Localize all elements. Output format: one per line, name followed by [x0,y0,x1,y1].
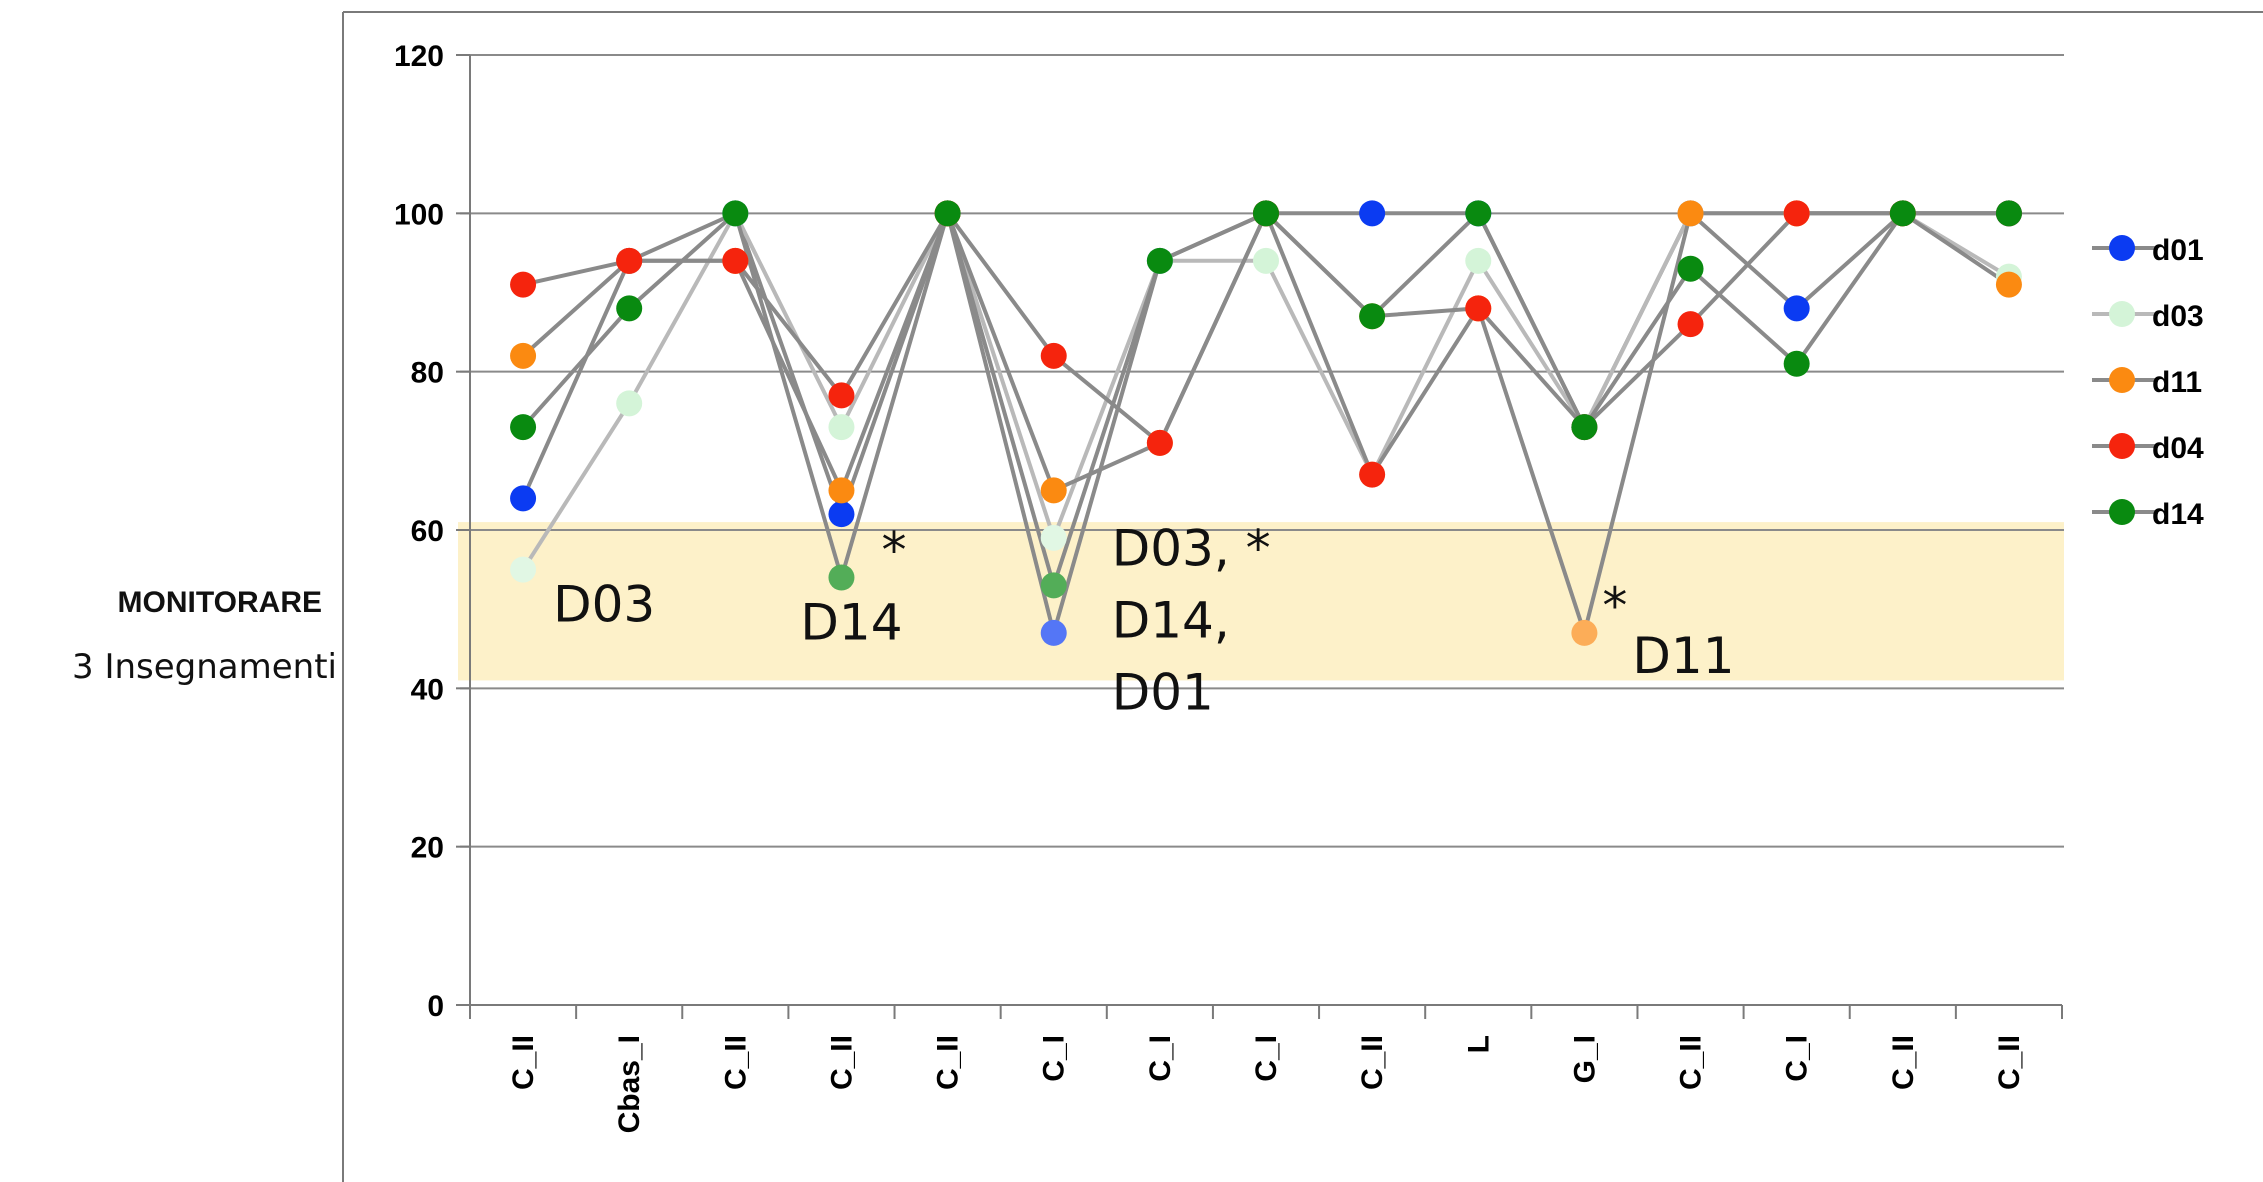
annotation-label: D11 [1632,627,1734,685]
data-point-d04 [616,247,643,274]
legend: d01 d03 d11 d04 d14 [2092,234,2204,531]
annotation-label: D14, [1112,591,1230,649]
x-tick-label: C_II [932,1035,965,1090]
y-tick-label: 120 [394,40,444,73]
highlight-band [458,522,2064,681]
x-tick-label: C_I [1144,1035,1177,1082]
data-point-d14 [1677,255,1704,282]
legend-marker-d11 [2109,367,2135,393]
x-tick-label: L [1462,1035,1495,1053]
data-point-d14 [510,414,537,441]
x-tick-label: C_II [1887,1035,1920,1090]
x-tick-label: C_II [1675,1035,1708,1090]
data-point-d14 [934,200,961,227]
data-point-d04 [1677,311,1704,338]
data-point-d11 [1677,200,1704,227]
x-tick-label: C_II [719,1035,752,1090]
data-point-d04 [1146,429,1173,456]
y-tick-label: 0 [427,990,444,1023]
data-point-d14 [1359,303,1386,330]
annotation-label: D14 [800,594,902,652]
data-point-d04 [510,271,537,298]
y-tick-label: 40 [411,673,444,706]
y-tick-label: 60 [411,515,444,548]
data-point-d03 [1253,247,1279,274]
legend-marker-d14 [2109,499,2135,525]
highlight-band-layer [458,522,2064,681]
x-tick-label: C_II [507,1035,540,1090]
legend-label-d01: d01 [2152,234,2204,267]
y-tick-label: 80 [411,357,444,390]
data-point-d11 [1571,619,1598,646]
annotation-label: * [881,522,906,580]
side-title: MONITORARE [118,586,322,619]
grid-layer [460,54,2064,848]
data-point-d14 [616,295,643,322]
data-point-d04 [722,247,749,274]
legend-marker-d04 [2109,433,2135,459]
x-tick-label: C_I [1250,1035,1283,1082]
data-point-d01 [828,501,855,528]
data-point-d03 [828,414,855,441]
data-point-d14 [1040,572,1067,599]
data-point-d14 [722,200,749,227]
data-point-d03 [616,390,643,417]
data-point-d04 [1359,461,1386,488]
data-point-d14 [1889,200,1916,227]
data-point-d04 [1040,342,1067,369]
side-subtitle: 3 Insegnamenti [72,647,337,687]
x-tick-label: C_I [1038,1035,1071,1082]
x-tick-label: C_II [825,1035,858,1090]
data-point-d11 [1040,477,1067,504]
data-point-d14 [828,564,855,591]
annotation-label: * [1602,577,1627,635]
annotation-label: D03, * [1112,519,1271,577]
series-points-layer [510,200,2022,646]
legend-label-d04: d04 [2152,432,2204,465]
y-tick-label: 100 [394,198,444,231]
x-tick-label: C_II [1993,1035,2026,1090]
legend-label-d03: d03 [2152,300,2204,333]
data-point-d14 [1146,247,1173,274]
annotation-label: D01 [1112,663,1214,721]
data-point-d03 [1040,524,1067,551]
y-tick-label: 20 [411,832,444,865]
legend-label-d14: d14 [2152,498,2204,531]
data-point-d04 [828,382,855,409]
data-point-d14 [1465,200,1492,227]
data-point-d14 [1571,414,1598,441]
data-point-d01 [510,485,537,512]
annotation-label: D03 [553,576,655,634]
x-tick-label: G_I [1568,1035,1601,1083]
x-tick-label: C_II [1356,1035,1389,1090]
data-point-d01 [1040,619,1067,646]
data-point-d14 [1995,200,2022,227]
data-point-d11 [828,477,855,504]
data-point-d03 [510,556,537,583]
data-point-d11 [510,342,537,369]
data-point-d04 [1465,295,1492,322]
data-point-d04 [1783,200,1810,227]
legend-marker-d03 [2109,301,2135,327]
data-point-d03 [1465,247,1492,274]
x-tick-label: C_I [1781,1035,1814,1082]
x-tick-label: Cbas_I [613,1035,646,1133]
legend-label-d11: d11 [2152,366,2202,399]
data-point-d14 [1253,200,1279,227]
data-point-d01 [1359,200,1386,227]
data-point-d14 [1783,350,1810,377]
data-point-d11 [1995,271,2022,298]
data-point-d01 [1783,295,1810,322]
axis-layer: 0 20 40 60 80 100 120 C_II Cbas_I C_II C_II C_II C_I… [394,40,2063,1133]
legend-marker-d01 [2109,235,2135,261]
